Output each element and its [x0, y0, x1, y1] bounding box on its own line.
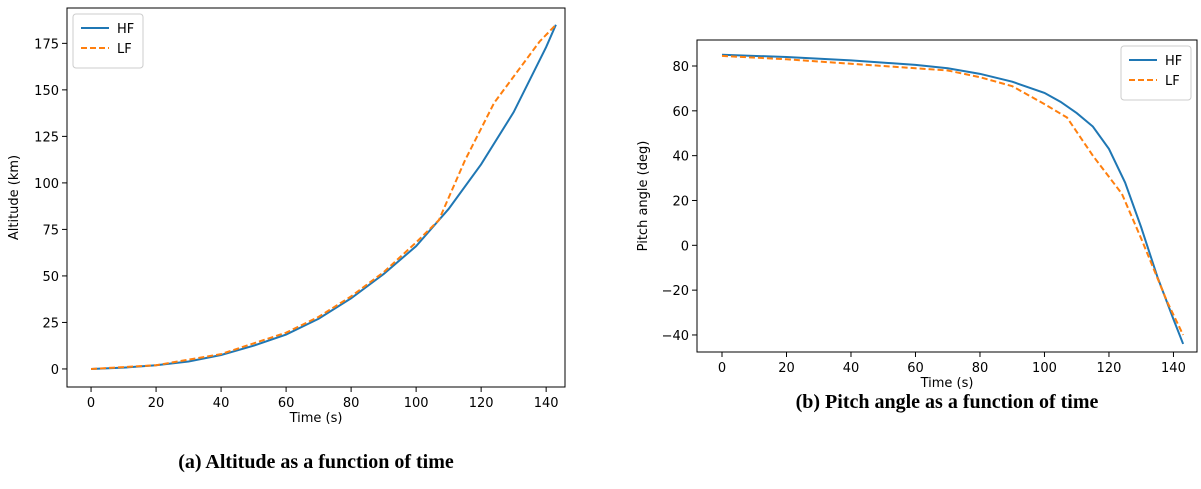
caption: (b) Pitch angle as a function of time — [796, 391, 1099, 413]
y-tick-label: 75 — [42, 223, 59, 238]
y-axis-label: Pitch angle (deg) — [636, 141, 651, 252]
caption: (a) Altitude as a function of time — [178, 451, 454, 473]
x-tick-label: 80 — [343, 396, 360, 411]
plot-frame — [696, 39, 1198, 353]
x-tick-label: 100 — [1032, 361, 1057, 376]
data-line — [721, 53, 1185, 345]
x-tick-label: 120 — [1097, 361, 1122, 376]
x-tick-label: 40 — [213, 396, 230, 411]
x-tick-label: 80 — [972, 361, 989, 376]
x-tick-label: 0 — [718, 361, 726, 376]
x-tick-label: 0 — [87, 396, 95, 411]
x-tick-label: 140 — [1161, 361, 1186, 376]
legend-label: HF — [1165, 54, 1182, 69]
y-tick-label: −20 — [662, 284, 689, 299]
y-tick-label: 50 — [42, 270, 59, 285]
y-tick-label: 125 — [34, 130, 59, 145]
y-tick-label: 80 — [672, 60, 689, 75]
plot-frame — [66, 7, 566, 388]
legend-label: HF — [117, 22, 134, 37]
x-tick-label: 40 — [843, 361, 860, 376]
y-tick-label: 0 — [51, 363, 59, 378]
y-tick-label: 150 — [34, 84, 59, 99]
x-tick-label: 60 — [278, 396, 295, 411]
legend-label: LF — [117, 42, 132, 57]
y-tick-label: 100 — [34, 177, 59, 192]
y-axis-label: Altitude (km) — [7, 155, 22, 240]
x-axis-label: Time (s) — [289, 411, 343, 426]
data-line — [721, 54, 1185, 336]
x-tick-label: 120 — [469, 396, 494, 411]
x-tick-label: 140 — [534, 396, 559, 411]
data-line — [90, 24, 557, 370]
y-tick-label: −40 — [662, 329, 689, 344]
y-tick-label: 175 — [34, 37, 59, 52]
data-line — [91, 24, 557, 370]
y-tick-label: 20 — [672, 194, 689, 209]
y-tick-label: 25 — [42, 316, 59, 331]
y-tick-label: 40 — [672, 150, 689, 165]
y-tick-label: 60 — [672, 105, 689, 120]
x-tick-label: 60 — [907, 361, 924, 376]
legend-label: LF — [1165, 74, 1180, 89]
x-tick-label: 20 — [778, 361, 795, 376]
x-tick-label: 100 — [404, 396, 429, 411]
y-tick-label: 0 — [681, 239, 689, 254]
x-tick-label: 20 — [148, 396, 165, 411]
x-axis-label: Time (s) — [920, 376, 974, 391]
